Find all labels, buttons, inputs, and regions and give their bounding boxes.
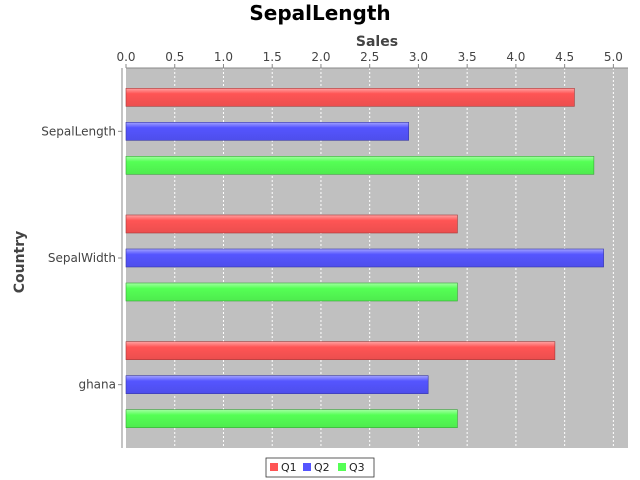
x-tick-label: 2.0: [311, 50, 330, 64]
category-label: SepalLength: [41, 124, 116, 138]
x-tick-label: 0.5: [165, 50, 184, 64]
category-label: SepalWidth: [48, 251, 116, 265]
x-tick-label: 0.0: [116, 50, 135, 64]
bar-q2-0: [125, 122, 409, 141]
legend: Q1 Q2 Q3: [265, 457, 375, 478]
legend-label-q1: Q1: [281, 461, 297, 474]
category-label: ghana: [78, 378, 116, 392]
bar-q3-1: [125, 282, 458, 302]
x-tick-label: 1.0: [214, 50, 233, 64]
x-tick-label: 4.5: [555, 50, 574, 64]
bar-q2-2: [125, 375, 429, 394]
legend-swatch-q2: [303, 463, 311, 471]
bar-q1-1: [125, 214, 458, 234]
legend-swatch-q3: [338, 463, 346, 471]
x-tick-label: 5.0: [604, 50, 623, 64]
chart-title: SepalLength: [249, 1, 390, 25]
x-tick-label: 4.0: [506, 50, 525, 64]
bar-q3-2: [125, 409, 458, 428]
bar-q3-0: [125, 156, 595, 175]
y-axis-label: Country: [12, 231, 28, 294]
legend-label-q3: Q3: [349, 461, 365, 474]
legend-box: [265, 457, 375, 478]
x-tick-label: 3.0: [409, 50, 428, 64]
legend-label-q2: Q2: [314, 461, 330, 474]
bar-q2-1: [125, 248, 604, 268]
legend-swatch-q1: [270, 463, 278, 471]
x-tick-label: 1.5: [263, 50, 282, 64]
x-tick-label: 2.5: [360, 50, 379, 64]
bar-q1-2: [125, 341, 556, 360]
bar-q1-0: [125, 88, 575, 107]
x-tick-label: 3.5: [458, 50, 477, 64]
x-axis-label: Sales: [356, 34, 398, 50]
